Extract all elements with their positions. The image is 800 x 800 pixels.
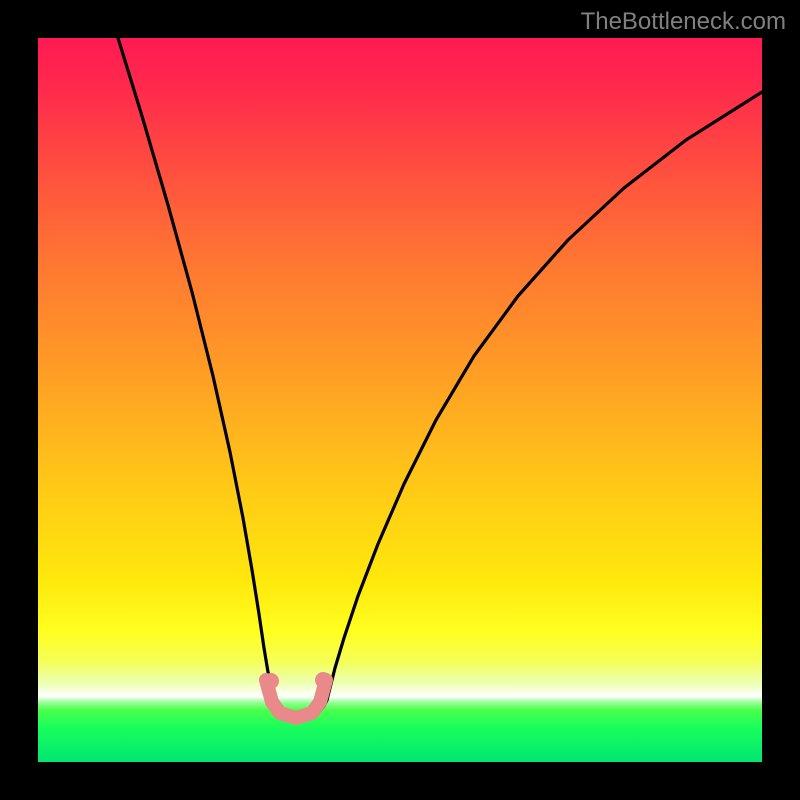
marker-bead-left bbox=[263, 673, 279, 689]
gradient-fill bbox=[38, 38, 762, 762]
green-zone bbox=[38, 697, 762, 762]
marker-bead-right bbox=[315, 672, 331, 688]
chart-root: TheBottleneck.com bbox=[0, 0, 800, 800]
